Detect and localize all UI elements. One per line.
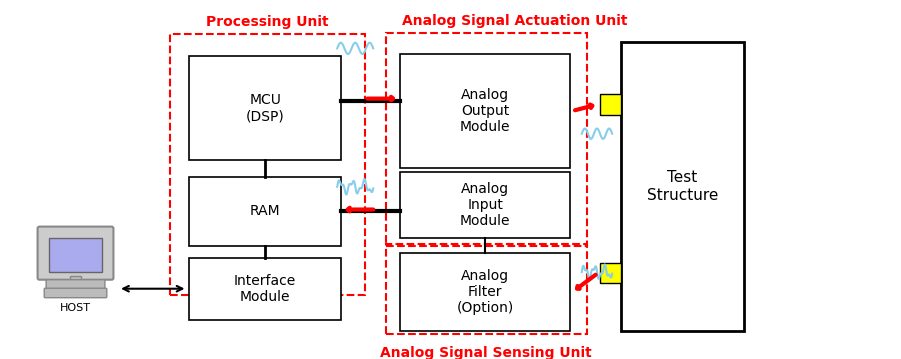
FancyBboxPatch shape	[44, 288, 107, 298]
Text: MCU
(DSP): MCU (DSP)	[246, 93, 285, 123]
FancyBboxPatch shape	[189, 56, 341, 160]
FancyBboxPatch shape	[46, 280, 105, 289]
Text: RAM: RAM	[250, 204, 280, 218]
Bar	[49, 238, 102, 272]
FancyBboxPatch shape	[189, 258, 341, 320]
FancyBboxPatch shape	[189, 177, 341, 246]
Text: Test
Structure: Test Structure	[647, 170, 718, 202]
Text: Analog Signal Sensing Unit: Analog Signal Sensing Unit	[380, 346, 592, 359]
FancyBboxPatch shape	[621, 42, 744, 331]
FancyBboxPatch shape	[38, 227, 114, 280]
Text: Interface
Module: Interface Module	[234, 274, 296, 304]
Text: Analog
Filter
(Option): Analog Filter (Option)	[457, 269, 514, 315]
Bar	[600, 94, 621, 115]
Text: Analog Signal Actuation Unit: Analog Signal Actuation Unit	[402, 14, 627, 28]
Text: Processing Unit: Processing Unit	[206, 15, 329, 29]
Text: HOST: HOST	[60, 303, 91, 313]
Bar	[69, 276, 81, 283]
Text: Analog
Output
Module: Analog Output Module	[460, 88, 510, 134]
FancyBboxPatch shape	[400, 253, 570, 331]
FancyBboxPatch shape	[400, 54, 570, 168]
Bar	[600, 263, 621, 284]
Text: Analog
Input
Module: Analog Input Module	[460, 182, 510, 228]
FancyBboxPatch shape	[400, 172, 570, 238]
